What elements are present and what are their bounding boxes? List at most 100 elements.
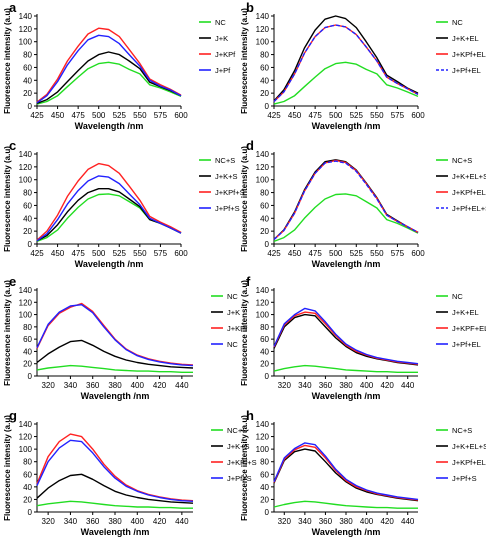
y-tick-label: 80: [23, 458, 32, 467]
y-tick-label: 0: [265, 240, 270, 249]
y-tick-label: 80: [23, 189, 32, 198]
legend-entry: NC+S: [215, 156, 235, 165]
y-tick-label: 60: [260, 63, 269, 72]
y-tick-label: 100: [256, 38, 270, 47]
x-tick-label: 475: [71, 249, 85, 258]
y-axis-label: Fluorescence intensity (a.u): [240, 280, 249, 386]
y-tick-label: 20: [23, 227, 32, 236]
legend-entry: NC+S: [227, 426, 247, 435]
panel-label: f: [246, 274, 251, 289]
y-tick-label: 120: [19, 163, 33, 172]
y-tick-label: 60: [260, 470, 269, 479]
y-tick-label: 20: [260, 227, 269, 236]
panel-label: h: [246, 408, 254, 423]
x-tick-label: 340: [298, 517, 312, 526]
y-tick-label: 140: [256, 12, 270, 21]
legend-entry: NC: [215, 18, 226, 27]
x-tick-label: 425: [30, 111, 44, 120]
x-tick-label: 550: [370, 249, 384, 258]
x-tick-label: 575: [154, 249, 168, 258]
legend-entry: J+KPf+S: [215, 188, 245, 197]
x-tick-label: 320: [278, 517, 292, 526]
x-tick-label: 440: [175, 517, 189, 526]
legend-entry: J+KPf+EL: [452, 50, 486, 59]
panel-d: d 0 20 40 60 80 100 120 140 425 450 475 500 525 550 575…: [240, 138, 486, 269]
series-line-2: [36, 162, 182, 241]
x-tick-label: 525: [350, 249, 364, 258]
x-axis-label: Wavelength /nm: [81, 391, 150, 401]
legend-entry: J+KPf+EL+S: [452, 458, 486, 467]
series-line-1: [273, 15, 419, 102]
legend-entry: J+Pf+EL: [452, 340, 481, 349]
legend-entry: J+K+EL: [452, 308, 479, 317]
x-tick-label: 500: [329, 249, 343, 258]
x-tick-label: 450: [51, 249, 65, 258]
y-tick-label: 60: [23, 335, 32, 344]
y-tick-label: 80: [260, 458, 269, 467]
x-tick-label: 340: [64, 381, 78, 390]
x-tick-label: 420: [380, 381, 394, 390]
legend-entry: NC: [227, 340, 238, 349]
x-tick-label: 400: [131, 381, 145, 390]
panel-f: f 0 20 40 60 80 100 120 140 320 340 360 380 400 420 440…: [240, 274, 486, 401]
y-tick-label: 120: [256, 298, 270, 307]
y-tick-label: 20: [260, 495, 269, 504]
y-tick-label: 20: [23, 89, 32, 98]
x-axis-label: Wavelength /nm: [75, 259, 144, 269]
y-tick-label: 60: [23, 201, 32, 210]
y-tick-label: 40: [23, 214, 32, 223]
x-tick-label: 425: [267, 111, 281, 120]
legend-entry: J+KPf: [227, 324, 248, 333]
series-line-1: [36, 473, 194, 504]
x-tick-label: 550: [133, 111, 147, 120]
y-tick-label: 20: [260, 360, 269, 369]
y-tick-label: 60: [23, 470, 32, 479]
series-line-3: [273, 24, 419, 103]
legend-entry: J+KPf: [215, 50, 236, 59]
x-tick-label: 500: [329, 111, 343, 120]
series-line-2: [273, 311, 419, 365]
x-tick-label: 320: [41, 517, 55, 526]
y-tick-label: 140: [19, 12, 33, 21]
y-axis-label: Fluorescence intensity (a.u): [3, 280, 12, 386]
panel-h: h 0 20 40 60 80 100 120 140 320 340 360 380 400 420 440…: [240, 408, 486, 537]
x-tick-label: 450: [288, 249, 302, 258]
series-line-3: [36, 304, 194, 367]
y-axis-label: Fluorescence intensity (a.u): [240, 146, 249, 252]
panel-g: g 0 20 40 60 80 100 120 140 320 340 360 380 400 420 440…: [3, 408, 257, 537]
legend-entry: J+Pf+EL+S: [452, 204, 486, 213]
legend-entry: J+K+S: [215, 172, 238, 181]
x-axis-label: Wavelength /nm: [312, 391, 381, 401]
x-tick-label: 380: [339, 517, 353, 526]
x-tick-label: 440: [401, 517, 415, 526]
legend-entry: J+Pf+S: [227, 474, 252, 483]
y-tick-label: 100: [256, 176, 270, 185]
y-tick-label: 0: [265, 102, 270, 111]
x-tick-label: 400: [131, 517, 145, 526]
x-tick-label: 475: [308, 249, 322, 258]
series-line-1: [36, 339, 194, 369]
y-tick-label: 100: [19, 311, 33, 320]
series-line-3: [273, 442, 419, 501]
panel-a: a 0 20 40 60 80 100 120 140 425 450 475 500 525 550 575…: [3, 0, 236, 131]
series-line-3: [36, 34, 182, 104]
x-tick-label: 320: [278, 381, 292, 390]
y-tick-label: 100: [19, 445, 33, 454]
y-tick-label: 40: [23, 483, 32, 492]
legend-entry: J+K: [227, 308, 240, 317]
panel-e: e 0 20 40 60 80 100 120 140 320 340 360 380 400 420 440…: [3, 274, 248, 401]
panel-label: g: [9, 408, 17, 423]
y-tick-label: 100: [256, 445, 270, 454]
x-tick-label: 400: [360, 517, 374, 526]
x-tick-label: 575: [154, 111, 168, 120]
series-line-2: [273, 444, 419, 501]
series-line-1: [36, 187, 182, 242]
series-line-3: [36, 175, 182, 242]
legend-entry: NC+S: [452, 156, 472, 165]
legend-entry: NC: [227, 292, 238, 301]
x-tick-label: 360: [319, 381, 333, 390]
y-tick-label: 120: [256, 433, 270, 442]
legend-entry: J+KPf+S: [227, 458, 257, 467]
x-tick-label: 500: [92, 111, 106, 120]
series-line-3: [273, 307, 419, 365]
